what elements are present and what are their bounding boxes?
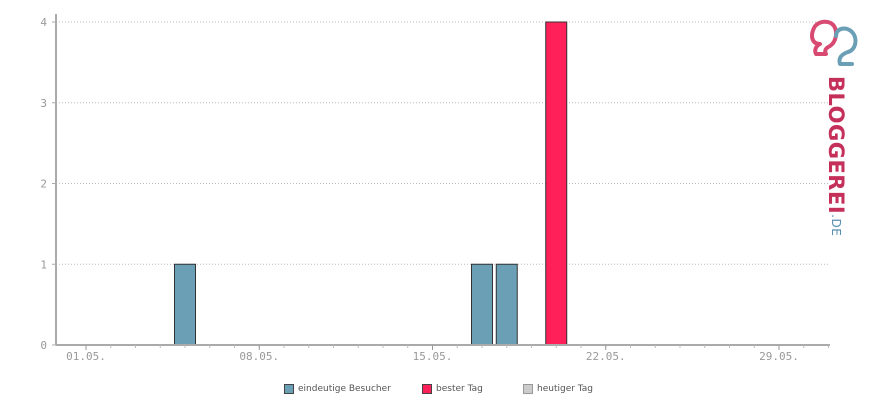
y-tick-labels: 0 1 2 3 4 bbox=[40, 16, 47, 352]
legend-item-best-day: bester Tag bbox=[422, 384, 483, 394]
bar bbox=[471, 263, 493, 346]
legend-label: bester Tag bbox=[436, 384, 483, 394]
y-tick-label: 4 bbox=[40, 16, 47, 29]
legend: eindeutige Besucher bester Tag heutiger … bbox=[0, 384, 870, 400]
x-tick-labels: 01.05. 08.05. 15.05. 22.05. 29.05. bbox=[66, 350, 799, 363]
y-tick-label: 0 bbox=[40, 339, 47, 352]
y-tick-label: 2 bbox=[40, 178, 47, 191]
legend-swatch bbox=[284, 384, 294, 394]
logo-text: BLOGGEREI.DE bbox=[824, 76, 848, 236]
gridlines bbox=[56, 21, 830, 265]
x-tick-label: 22.05. bbox=[586, 350, 626, 363]
x-tick-label: 15.05. bbox=[413, 350, 453, 363]
logo-text-main: BLOGGEREI bbox=[824, 76, 848, 215]
legend-item-unique-visitors: eindeutige Besucher bbox=[284, 384, 391, 394]
logo-icon bbox=[810, 19, 858, 66]
legend-label: eindeutige Besucher bbox=[298, 384, 391, 394]
y-tick-label: 3 bbox=[40, 97, 47, 110]
x-tick-label: 29.05. bbox=[759, 350, 799, 363]
y-tick-label: 1 bbox=[40, 258, 47, 271]
legend-swatch bbox=[422, 384, 432, 394]
bar bbox=[174, 263, 196, 346]
bars bbox=[174, 21, 568, 346]
legend-swatch bbox=[523, 384, 533, 394]
x-tick-label: 01.05. bbox=[66, 350, 106, 363]
x-tick-label: 08.05. bbox=[239, 350, 279, 363]
bar bbox=[495, 263, 518, 346]
legend-item-today: heutiger Tag bbox=[523, 384, 593, 394]
axes bbox=[52, 14, 830, 350]
bloggerei-logo: BLOGGEREI.DE bbox=[806, 14, 866, 236]
bar bbox=[545, 21, 568, 346]
logo-text-suffix: .DE bbox=[829, 214, 843, 237]
legend-label: heutiger Tag bbox=[537, 384, 594, 394]
